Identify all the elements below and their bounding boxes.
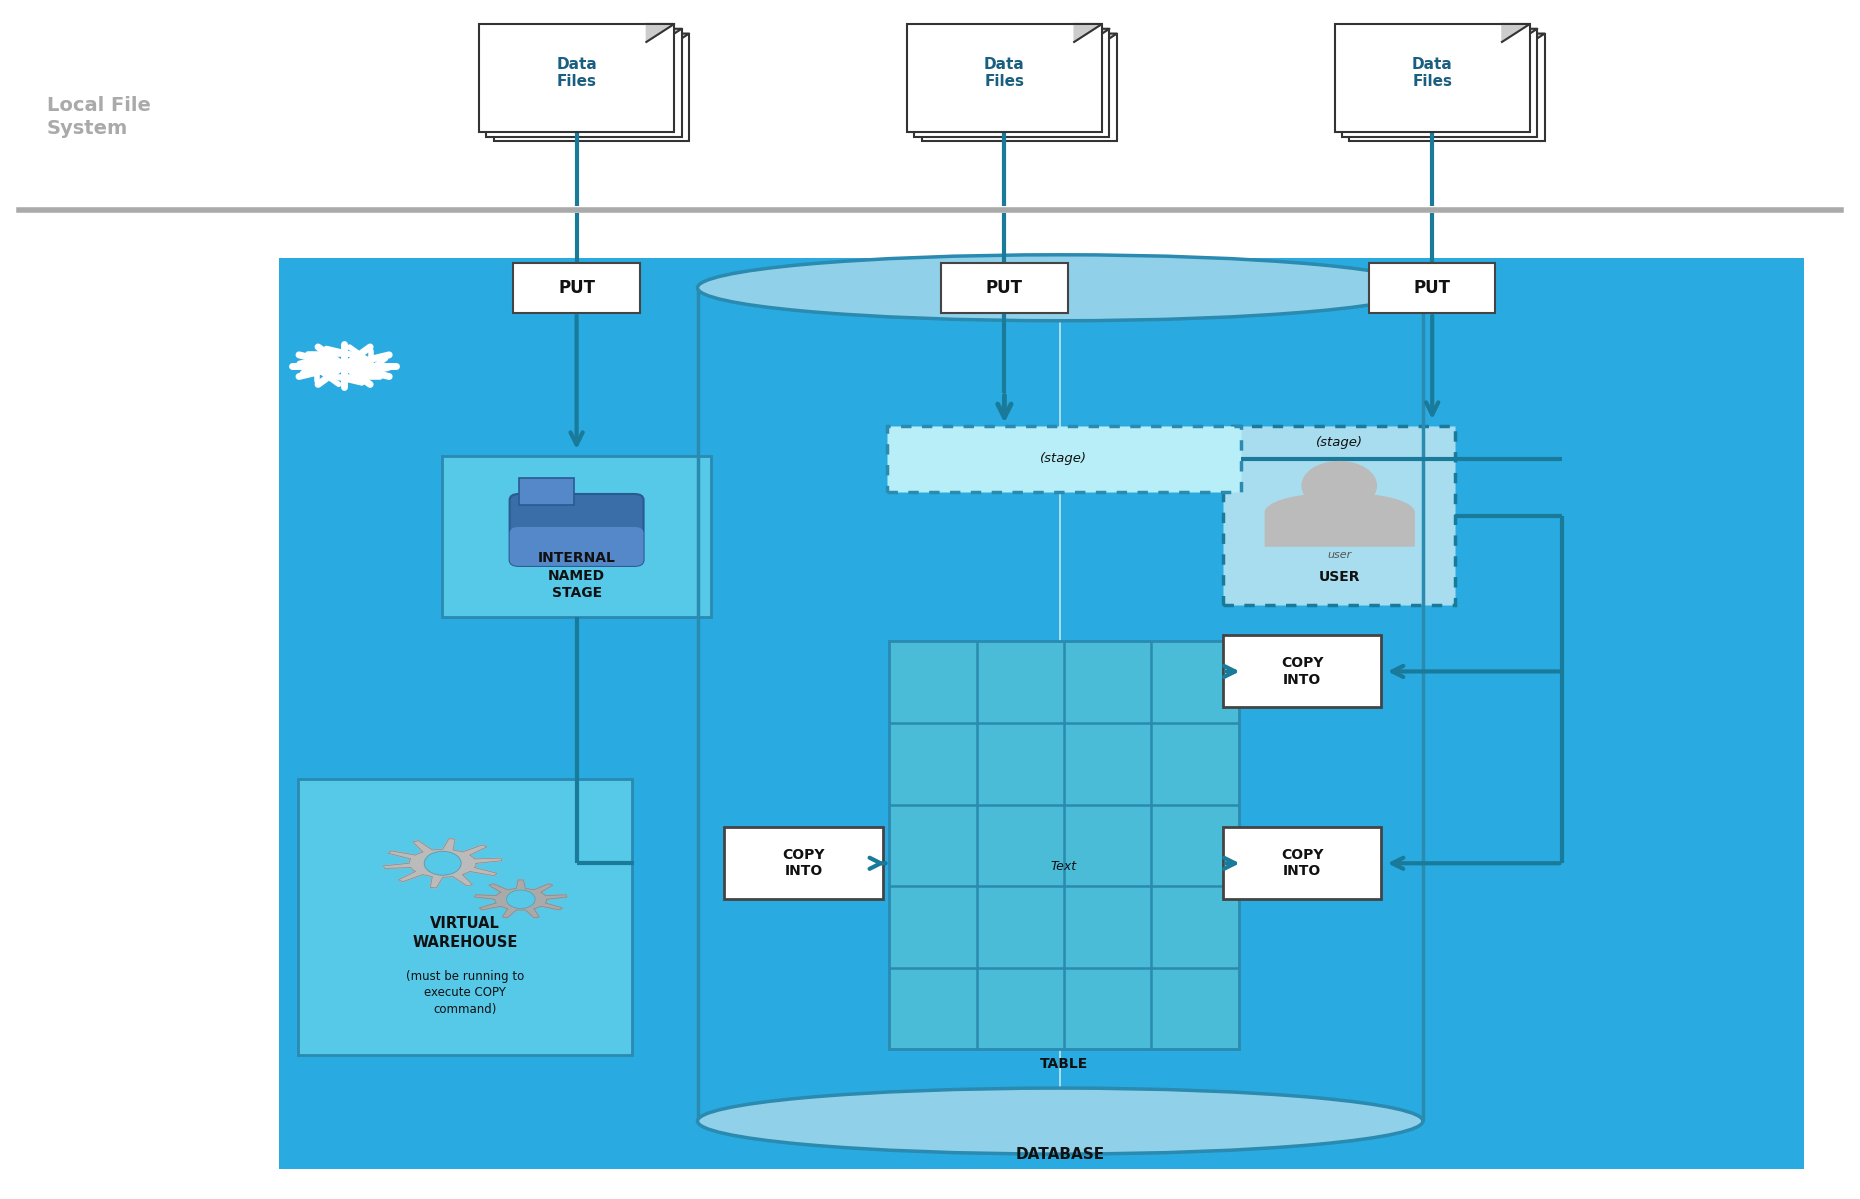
Text: (must be running to
execute COPY
command): (must be running to execute COPY command…	[405, 970, 525, 1016]
Bar	[1350, 34, 1544, 141]
Bar	[1334, 24, 1529, 132]
Polygon shape	[474, 880, 567, 917]
Bar	[487, 29, 681, 137]
Text: (stage): (stage)	[1315, 436, 1363, 448]
Polygon shape	[1073, 24, 1101, 42]
FancyBboxPatch shape	[510, 494, 644, 566]
Bar	[513, 263, 640, 313]
Text: user: user	[1326, 550, 1352, 560]
Bar	[1369, 263, 1495, 313]
Text: Text: Text	[1051, 861, 1077, 873]
Bar	[443, 456, 711, 617]
Circle shape	[506, 890, 536, 909]
Text: (stage): (stage)	[1040, 452, 1088, 465]
Polygon shape	[645, 24, 673, 42]
Polygon shape	[1508, 29, 1536, 47]
Bar	[887, 426, 1241, 492]
Text: INTERNAL
NAMED
STAGE: INTERNAL NAMED STAGE	[538, 552, 616, 600]
Ellipse shape	[698, 1089, 1423, 1153]
Bar	[279, 258, 1804, 1169]
Text: DATABASE: DATABASE	[1016, 1147, 1105, 1162]
FancyBboxPatch shape	[510, 528, 644, 566]
Text: Local File
System: Local File System	[46, 96, 151, 138]
Bar	[923, 34, 1116, 141]
Text: PUT: PUT	[1414, 278, 1451, 297]
Polygon shape	[1503, 24, 1529, 42]
Text: Data
Files: Data Files	[984, 56, 1025, 90]
Bar	[1222, 426, 1455, 605]
Circle shape	[1302, 462, 1376, 510]
Text: USER: USER	[1319, 570, 1360, 584]
Bar	[915, 29, 1109, 137]
Bar	[478, 24, 673, 132]
Ellipse shape	[698, 255, 1423, 320]
Polygon shape	[660, 34, 688, 52]
Bar	[495, 34, 688, 141]
Bar	[1222, 635, 1380, 707]
Polygon shape	[698, 255, 1423, 1153]
Text: PUT: PUT	[986, 278, 1023, 297]
Bar	[908, 24, 1101, 132]
Bar	[1343, 29, 1536, 137]
Polygon shape	[1516, 34, 1544, 52]
Polygon shape	[1081, 29, 1109, 47]
Bar	[725, 827, 882, 899]
Text: Data
Files: Data Files	[556, 56, 597, 90]
Text: PUT: PUT	[558, 278, 595, 297]
Bar	[1222, 827, 1380, 899]
Text: TABLE: TABLE	[1040, 1056, 1088, 1071]
Bar	[941, 263, 1068, 313]
Text: COPY
INTO: COPY INTO	[1282, 656, 1322, 687]
Circle shape	[424, 851, 461, 875]
Text: COPY
INTO: COPY INTO	[783, 848, 824, 879]
Bar	[519, 478, 575, 505]
Text: COPY
INTO: COPY INTO	[1282, 848, 1322, 879]
Polygon shape	[655, 29, 681, 47]
Bar	[298, 779, 632, 1055]
Text: Data
Files: Data Files	[1412, 56, 1453, 90]
Text: VIRTUAL
WAREHOUSE: VIRTUAL WAREHOUSE	[413, 916, 517, 950]
Bar	[889, 641, 1239, 1049]
Polygon shape	[1090, 34, 1116, 52]
Polygon shape	[383, 838, 502, 888]
